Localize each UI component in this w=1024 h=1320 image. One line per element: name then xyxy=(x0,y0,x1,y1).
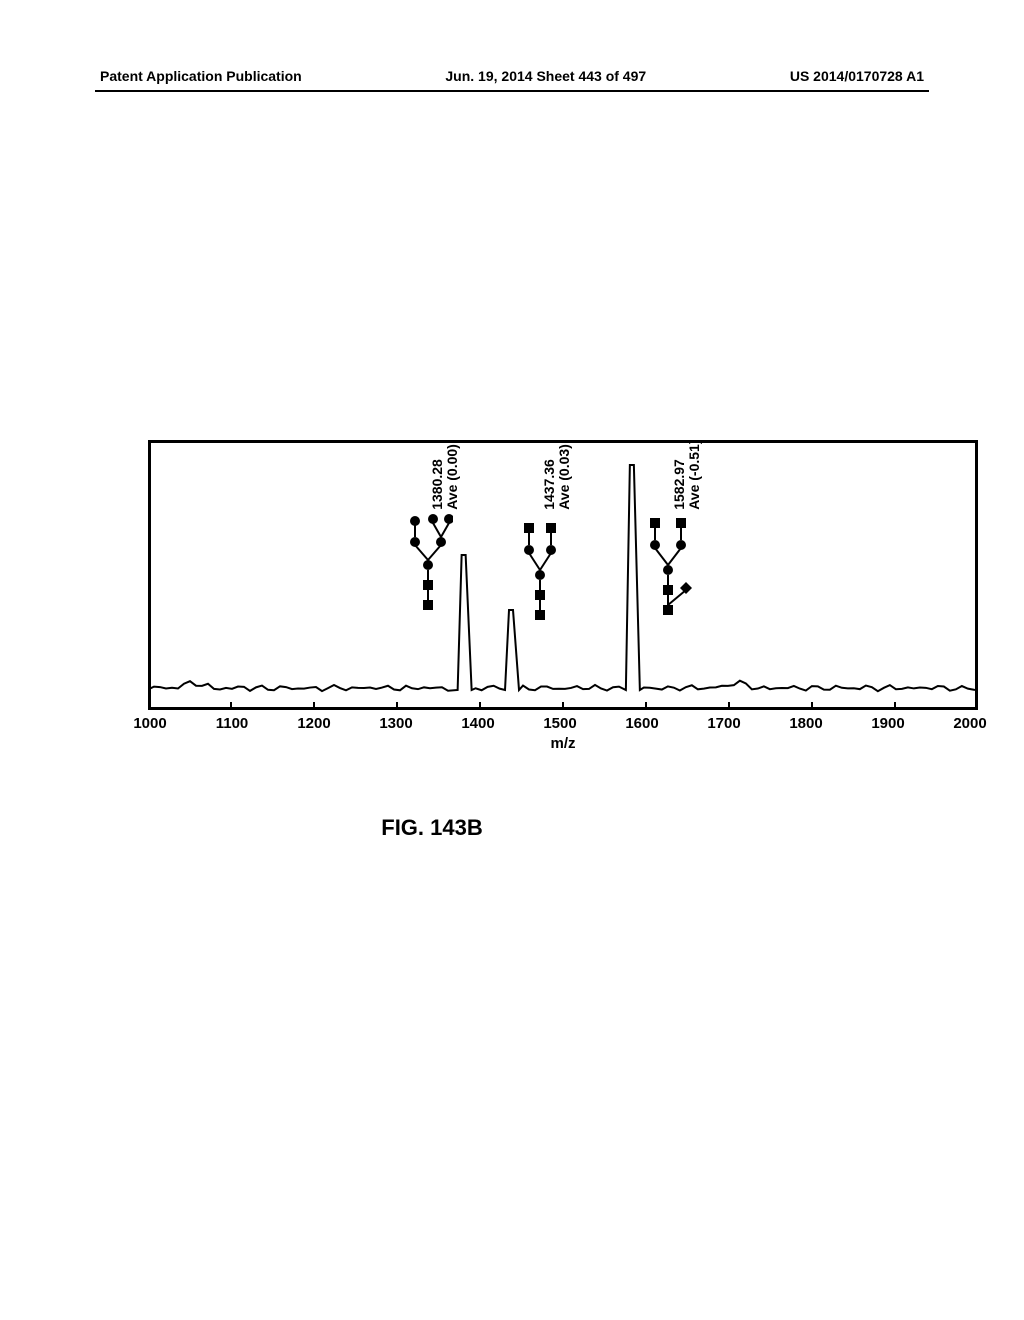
tick-1100: 1100 xyxy=(212,715,252,732)
peak-ave-2: Ave (0.03) xyxy=(557,444,573,510)
header-center: Jun. 19, 2014 Sheet 443 of 497 xyxy=(445,68,646,84)
tick-1200: 1200 xyxy=(294,715,334,732)
tick-1700: 1700 xyxy=(704,715,744,732)
tick-1600: 1600 xyxy=(622,715,662,732)
glycan-structure-2 xyxy=(515,495,565,625)
x-tick-labels: 1000 1100 1200 1300 1400 1500 1600 1700 … xyxy=(130,715,990,732)
tick-1900: 1900 xyxy=(868,715,908,732)
x-axis-label: m/z xyxy=(148,735,978,752)
peak-label-3: 1582.97 Ave (-0.51) xyxy=(672,440,703,510)
peak-label-1: 1380.28 Ave (0.00) xyxy=(430,444,461,510)
tick-1500: 1500 xyxy=(540,715,580,732)
glycan-structure-1 xyxy=(403,495,453,615)
tick-1300: 1300 xyxy=(376,715,416,732)
header-divider xyxy=(95,90,929,92)
header-left: Patent Application Publication xyxy=(100,68,302,84)
peak-mz-2: 1437.36 xyxy=(541,459,557,510)
tick-1800: 1800 xyxy=(786,715,826,732)
page-header: Patent Application Publication Jun. 19, … xyxy=(0,68,1024,84)
peak-mz-3: 1582.97 xyxy=(671,459,687,510)
tick-1000: 1000 xyxy=(130,715,170,732)
peak-mz-1: 1380.28 xyxy=(429,459,445,510)
figure-caption: FIG. 143B xyxy=(0,815,944,841)
peak-ave-3: Ave (-0.51) xyxy=(687,440,703,510)
tick-2000: 2000 xyxy=(950,715,990,732)
peak-label-2: 1437.36 Ave (0.03) xyxy=(542,444,573,510)
peak-ave-1: Ave (0.00) xyxy=(445,444,461,510)
mass-spectrum-chart: 1380.28 Ave (0.00) 1437.36 Ave (0.03) 15… xyxy=(148,440,998,750)
tick-1400: 1400 xyxy=(458,715,498,732)
header-right: US 2014/0170728 A1 xyxy=(790,68,924,84)
